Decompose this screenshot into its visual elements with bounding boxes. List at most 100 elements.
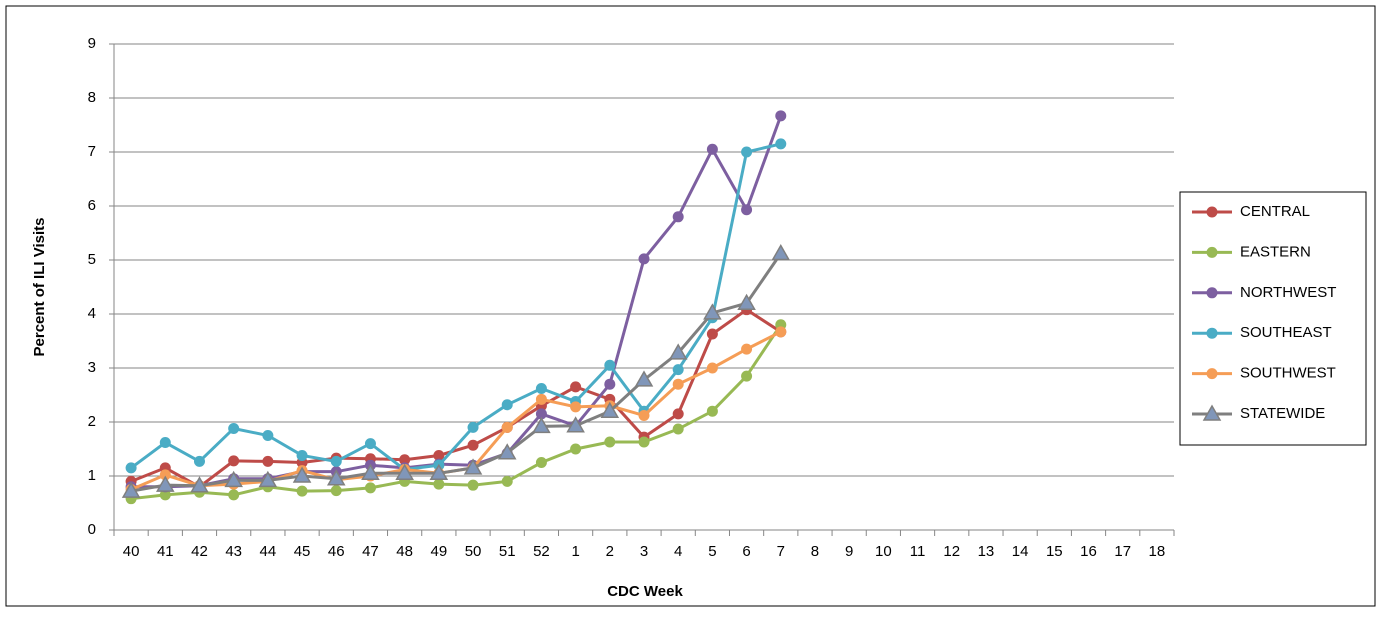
point xyxy=(535,393,547,405)
point xyxy=(604,436,616,448)
x-tick-label: 42 xyxy=(191,543,208,560)
point xyxy=(775,326,787,338)
x-tick-label: 16 xyxy=(1080,543,1097,560)
point xyxy=(604,359,616,371)
point xyxy=(159,437,171,449)
point xyxy=(296,485,308,497)
x-tick-label: 8 xyxy=(811,543,819,560)
y-axis-title: Percent of ILI Visits xyxy=(31,218,48,357)
y-tick-label: 6 xyxy=(88,197,96,214)
point xyxy=(228,489,240,501)
point xyxy=(228,422,240,434)
point xyxy=(570,381,582,393)
legend-label: NORTHWEST xyxy=(1240,284,1336,301)
legend-label: STATEWIDE xyxy=(1240,405,1325,422)
series-line xyxy=(130,307,782,489)
y-tick-label: 7 xyxy=(88,143,96,160)
point xyxy=(672,423,684,435)
legend-swatch-marker xyxy=(1206,327,1218,339)
y-tick-label: 5 xyxy=(88,251,96,268)
point xyxy=(155,475,175,492)
legend-box xyxy=(1179,191,1367,446)
y-tick-label: 3 xyxy=(88,359,96,376)
point xyxy=(399,454,411,466)
point xyxy=(535,383,547,395)
point xyxy=(672,408,684,420)
legend-swatch-marker xyxy=(1206,246,1218,258)
x-tick-label: 46 xyxy=(328,543,345,560)
x-tick-label: 44 xyxy=(260,543,277,560)
x-tick-label: 9 xyxy=(845,543,853,560)
point xyxy=(121,481,141,498)
point xyxy=(775,138,787,150)
point xyxy=(535,457,547,468)
point xyxy=(361,463,380,481)
point xyxy=(771,244,791,261)
y-tick-label: 4 xyxy=(88,305,96,322)
x-tick-label: 41 xyxy=(157,543,174,560)
point xyxy=(741,343,753,355)
point xyxy=(433,449,445,461)
point xyxy=(737,293,756,310)
x-tick-label: 40 xyxy=(123,543,140,560)
point xyxy=(364,482,376,494)
x-tick-label: 13 xyxy=(978,543,995,560)
point xyxy=(706,143,718,155)
series-line xyxy=(130,323,783,501)
point xyxy=(463,458,483,475)
series-line xyxy=(131,115,783,489)
point xyxy=(262,455,274,467)
x-tick-label: 7 xyxy=(777,543,785,560)
point xyxy=(775,110,787,122)
point xyxy=(159,489,171,501)
point xyxy=(672,378,684,390)
x-tick-label: 5 xyxy=(708,543,716,560)
point xyxy=(638,253,650,265)
point xyxy=(501,475,513,487)
x-tick-label: 14 xyxy=(1012,543,1029,560)
point xyxy=(638,436,650,448)
y-tick-label: 9 xyxy=(88,35,96,52)
x-tick-label: 12 xyxy=(943,543,960,560)
point xyxy=(364,438,376,450)
point xyxy=(296,449,308,461)
x-tick-label: 3 xyxy=(640,543,648,560)
point xyxy=(566,416,585,433)
point xyxy=(292,466,312,483)
point xyxy=(604,378,616,390)
x-tick-label: 48 xyxy=(396,543,413,560)
point xyxy=(638,410,650,422)
y-tick-label: 8 xyxy=(88,89,96,106)
point xyxy=(262,430,274,441)
point xyxy=(703,303,722,320)
legend-swatch-marker xyxy=(1206,368,1218,380)
point xyxy=(741,204,753,216)
point xyxy=(125,462,137,474)
y-tick-label: 1 xyxy=(88,467,96,484)
point xyxy=(672,364,684,376)
point xyxy=(433,478,445,490)
x-tick-label: 10 xyxy=(875,543,892,560)
point xyxy=(532,416,551,434)
point xyxy=(741,370,753,382)
point xyxy=(429,463,449,481)
x-tick-label: 52 xyxy=(533,543,550,560)
legend-label: SOUTHWEST xyxy=(1240,365,1336,382)
point xyxy=(706,405,718,417)
x-tick-label: 17 xyxy=(1114,543,1131,560)
x-tick-label: 47 xyxy=(362,543,379,560)
point xyxy=(467,439,479,451)
point xyxy=(706,362,718,374)
point xyxy=(159,469,171,481)
legend-swatch-marker xyxy=(1206,287,1218,299)
x-tick-label: 18 xyxy=(1149,543,1166,560)
x-tick-label: 43 xyxy=(225,543,242,560)
point xyxy=(228,455,240,467)
series-line xyxy=(130,142,782,472)
point xyxy=(535,408,547,420)
point xyxy=(741,146,753,158)
point xyxy=(326,469,346,486)
x-tick-label: 50 xyxy=(465,543,482,560)
x-tick-label: 45 xyxy=(294,543,311,560)
